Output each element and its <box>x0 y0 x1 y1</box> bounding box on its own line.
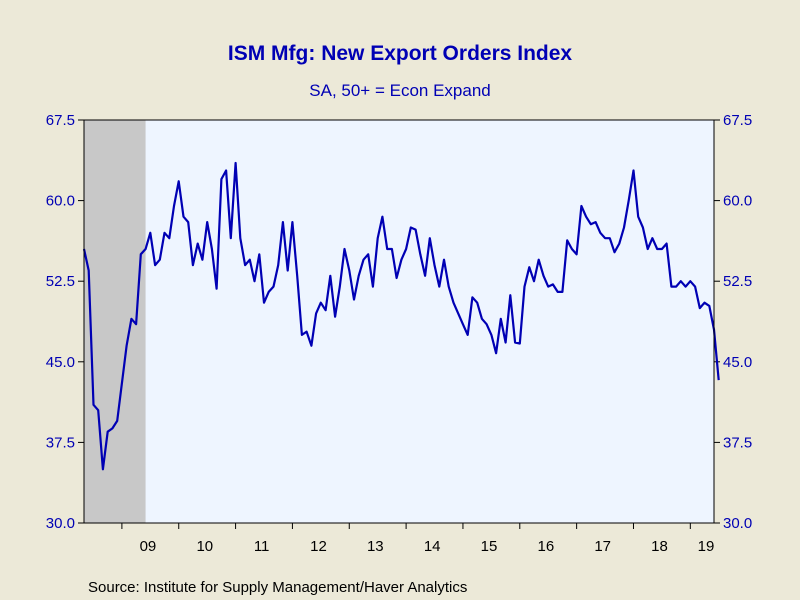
y-axis-left: 30.0 37.5 45.0 52.5 60.0 67.5 <box>46 112 84 532</box>
x-tick-label: 10 <box>196 538 213 555</box>
x-tick-label: 14 <box>424 538 441 555</box>
y-axis-right: 30.0 37.5 45.0 52.5 60.0 67.5 <box>714 112 752 532</box>
y-tick-label-right: 30.0 <box>723 515 752 532</box>
x-axis: 09 10 11 12 13 14 15 16 17 18 19 <box>121 523 715 555</box>
y-tick-label-left: 37.5 <box>46 434 75 451</box>
y-tick-label-left: 45.0 <box>46 354 75 371</box>
y-tick-label-left: 67.5 <box>46 112 75 129</box>
x-tick-label: 19 <box>698 538 715 555</box>
x-tick-label: 11 <box>254 538 270 555</box>
chart-subtitle: SA, 50+ = Econ Expand <box>309 81 490 100</box>
y-tick-label-right: 45.0 <box>723 354 752 371</box>
plot-area <box>84 120 714 523</box>
y-tick-label-right: 52.5 <box>723 273 752 290</box>
y-tick-label-right: 60.0 <box>723 193 752 210</box>
y-tick-label-left: 60.0 <box>46 193 75 210</box>
source-note: Source: Institute for Supply Management/… <box>88 579 467 596</box>
y-tick-label-right: 67.5 <box>723 112 752 129</box>
x-tick-label: 15 <box>481 538 498 555</box>
x-tick-label: 12 <box>310 538 327 555</box>
y-tick-label-left: 30.0 <box>46 515 75 532</box>
x-tick-label: 13 <box>367 538 384 555</box>
y-tick-label-right: 37.5 <box>723 434 752 451</box>
x-tick-label: 16 <box>537 538 554 555</box>
chart-title: ISM Mfg: New Export Orders Index <box>228 42 573 65</box>
series-line <box>82 161 720 471</box>
plot-frame <box>83 119 715 524</box>
x-tick-label: 09 <box>140 538 157 555</box>
x-tick-label: 18 <box>651 538 668 555</box>
y-tick-label-left: 52.5 <box>46 273 75 290</box>
x-tick-label: 17 <box>594 538 611 555</box>
